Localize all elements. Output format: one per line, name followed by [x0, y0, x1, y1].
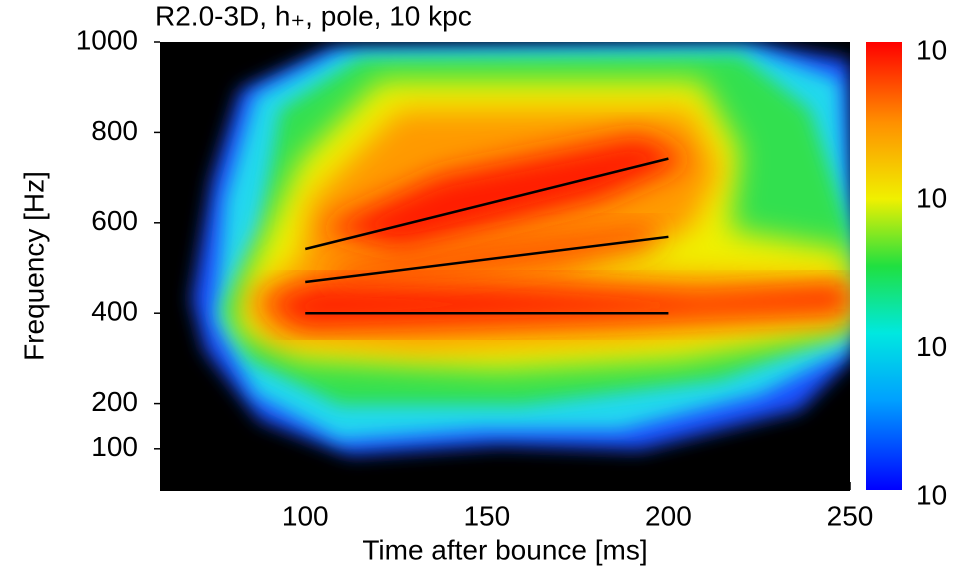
x-tick-label: 200 — [645, 500, 692, 531]
y-tick-label: 800 — [91, 115, 138, 146]
spectrogram — [160, 42, 850, 490]
chart-title: R2.0-3D, h₊, pole, 10 kpc — [155, 0, 472, 31]
colorbar-label: 10 — [916, 183, 947, 214]
x-tick-label: 100 — [282, 500, 329, 531]
x-axis-label: Time after bounce [ms] — [362, 534, 647, 565]
x-tick-label: 150 — [463, 500, 510, 531]
y-axis-label: Frequency [Hz] — [18, 171, 49, 361]
colorbar — [866, 42, 902, 490]
colorbar-label: 10 — [916, 331, 947, 362]
x-tick-label: 250 — [827, 500, 874, 531]
y-tick-label: 200 — [91, 386, 138, 417]
colorbar-label: 10 — [916, 479, 947, 510]
y-tick-label: 100 — [91, 431, 138, 462]
y-tick-label: 600 — [91, 205, 138, 236]
ridge-line — [304, 157, 669, 251]
ridge-line — [305, 235, 669, 284]
y-tick-label: 1000 — [76, 24, 138, 55]
colorbar-label: 10 — [916, 34, 947, 65]
y-tick-label: 400 — [91, 296, 138, 327]
